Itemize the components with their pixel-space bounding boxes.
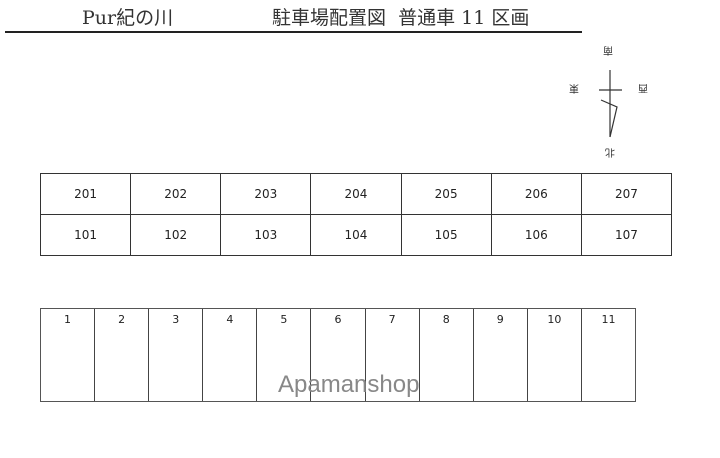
compass-east: 東 [569,82,579,93]
compass-west: 西 [638,82,648,93]
lower-floor-row: 101 102 103 104 105 106 107 [39,214,673,256]
room-cell: 103 [220,214,312,256]
room-cell: 204 [310,173,402,215]
compass-arrow-icon [599,70,622,138]
room-cell: 107 [580,214,673,256]
parking-slot: 4 [203,309,258,401]
parking-slot: 2 [95,309,150,401]
watermark: Apamanshop [278,371,420,398]
title-rule [5,31,582,33]
room-cell: 102 [130,214,222,256]
room-cell: 106 [490,214,582,256]
parking-slot: 5 [257,309,312,401]
rooms-table: 201 202 203 204 205 206 207 101 102 103 104 105 106… [39,173,673,256]
parking-slots: 1 2 3 4 5 6 7 8 9 10 11 [40,308,636,402]
parking-slot: 11 [581,309,636,401]
room-cell: 104 [310,214,402,256]
page-title: 駐車場配置図 普通車 11 区画 [272,7,530,29]
room-cell: 105 [400,214,492,256]
compass-south: 南 [603,44,613,55]
room-cell: 206 [490,173,582,215]
room-cell: 101 [39,214,132,256]
parking-slot: 10 [527,309,582,401]
compass-north: 北 [605,146,615,157]
parking-slot: 8 [419,309,474,401]
parking-slot: 1 [41,309,96,401]
upper-floor-row: 201 202 203 204 205 206 207 [39,173,673,215]
parking-slot: 6 [311,309,366,401]
room-cell: 201 [39,173,132,215]
room-cell: 202 [130,173,222,215]
room-cell: 207 [580,173,673,215]
property-name: Pur紀の川 [82,7,174,29]
parking-slot: 9 [473,309,528,401]
parking-slot: 3 [149,309,204,401]
room-cell: 205 [400,173,492,215]
room-cell: 203 [220,173,312,215]
parking-slot: 7 [365,309,420,401]
